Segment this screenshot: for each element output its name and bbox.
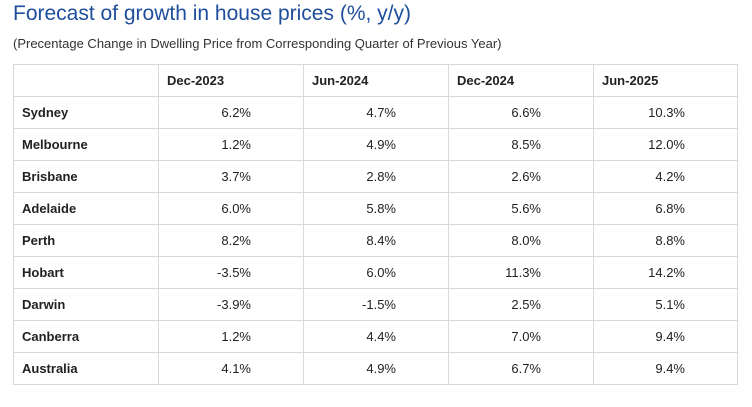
value-cell: 5.6% (448, 192, 594, 225)
column-header-jun-2025: Jun-2025 (593, 64, 738, 97)
region-cell: Perth (13, 224, 159, 257)
value-cell: 11.3% (448, 256, 594, 289)
value-cell: -3.5% (158, 256, 304, 289)
value-cell: 8.4% (303, 224, 449, 257)
value-cell: 2.6% (448, 160, 594, 193)
value-cell: 4.9% (303, 128, 449, 161)
value-cell: 2.8% (303, 160, 449, 193)
region-cell: Darwin (13, 288, 159, 321)
value-cell: 1.2% (158, 320, 304, 353)
value-cell: 6.0% (158, 192, 304, 225)
value-cell: 8.0% (448, 224, 594, 257)
value-cell: 6.6% (448, 96, 594, 129)
value-cell: 6.8% (593, 192, 738, 225)
table-row: Australia 4.1% 4.9% 6.7% 9.4% (13, 352, 738, 385)
value-cell: -3.9% (158, 288, 304, 321)
region-cell: Canberra (13, 320, 159, 353)
value-cell: 6.2% (158, 96, 304, 129)
value-cell: 4.4% (303, 320, 449, 353)
value-cell: -1.5% (303, 288, 449, 321)
value-cell: 2.5% (448, 288, 594, 321)
value-cell: 4.9% (303, 352, 449, 385)
value-cell: 4.7% (303, 96, 449, 129)
value-cell: 8.2% (158, 224, 304, 257)
column-header-dec-2024: Dec-2024 (448, 64, 594, 97)
region-cell: Sydney (13, 96, 159, 129)
forecast-table: Dec-2023 Jun-2024 Dec-2024 Jun-2025 Sydn… (13, 64, 738, 385)
table-row: Adelaide 6.0% 5.8% 5.6% 6.8% (13, 192, 738, 225)
column-header-dec-2023: Dec-2023 (158, 64, 304, 97)
value-cell: 8.8% (593, 224, 738, 257)
region-cell: Melbourne (13, 128, 159, 161)
value-cell: 12.0% (593, 128, 738, 161)
column-header-jun-2024: Jun-2024 (303, 64, 449, 97)
value-cell: 5.1% (593, 288, 738, 321)
region-cell: Adelaide (13, 192, 159, 225)
value-cell: 9.4% (593, 352, 738, 385)
table-row: Brisbane 3.7% 2.8% 2.6% 4.2% (13, 160, 738, 193)
value-cell: 10.3% (593, 96, 738, 129)
table-row: Perth 8.2% 8.4% 8.0% 8.8% (13, 224, 738, 257)
value-cell: 14.2% (593, 256, 738, 289)
value-cell: 1.2% (158, 128, 304, 161)
table-row: Melbourne 1.2% 4.9% 8.5% 12.0% (13, 128, 738, 161)
page-subtitle: (Precentage Change in Dwelling Price fro… (13, 36, 502, 51)
table-body: Sydney 6.2% 4.7% 6.6% 10.3% Melbourne 1.2% 4.9%… (13, 96, 738, 385)
table-row: Darwin -3.9% -1.5% 2.5% 5.1% (13, 288, 738, 321)
value-cell: 9.4% (593, 320, 738, 353)
value-cell: 6.0% (303, 256, 449, 289)
column-header-region (13, 64, 159, 97)
table-row: Sydney 6.2% 4.7% 6.6% 10.3% (13, 96, 738, 129)
table-row: Canberra 1.2% 4.4% 7.0% 9.4% (13, 320, 738, 353)
value-cell: 7.0% (448, 320, 594, 353)
value-cell: 4.2% (593, 160, 738, 193)
value-cell: 4.1% (158, 352, 304, 385)
value-cell: 5.8% (303, 192, 449, 225)
table-row: Hobart -3.5% 6.0% 11.3% 14.2% (13, 256, 738, 289)
value-cell: 8.5% (448, 128, 594, 161)
table-header-row: Dec-2023 Jun-2024 Dec-2024 Jun-2025 (13, 64, 738, 97)
page-title: Forecast of growth in house prices (%, y… (13, 2, 411, 25)
region-cell: Australia (13, 352, 159, 385)
region-cell: Hobart (13, 256, 159, 289)
value-cell: 6.7% (448, 352, 594, 385)
region-cell: Brisbane (13, 160, 159, 193)
value-cell: 3.7% (158, 160, 304, 193)
